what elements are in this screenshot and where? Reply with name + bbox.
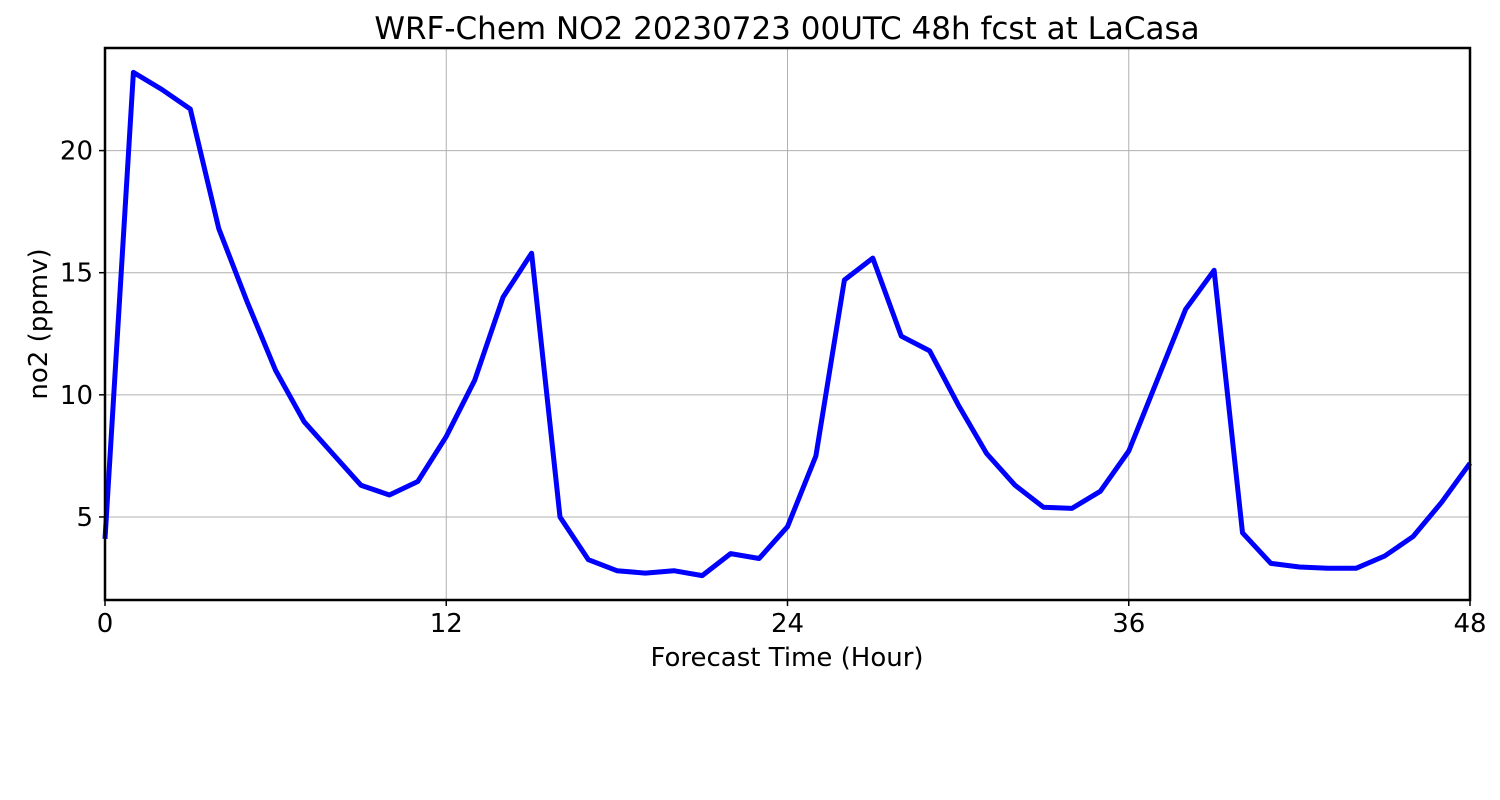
x-tick-label: 0: [97, 609, 114, 639]
x-tick-label: 48: [1453, 609, 1486, 639]
y-tick-label: 10: [60, 381, 93, 411]
x-tick-label: 12: [430, 609, 463, 639]
no2-series-line: [102, 69, 1473, 579]
x-tick: 48: [1453, 600, 1487, 639]
chart-title: WRF-Chem NO2 20230723 00UTC 48h fcst at …: [374, 11, 1199, 47]
x-axis-ticks: 0 12 24 36 48: [97, 600, 1487, 639]
y-axis-ticks: 5 10 15 20: [60, 137, 105, 533]
y-tick-label: 20: [60, 137, 93, 167]
y-tick: 15: [60, 259, 105, 289]
y-tick: 5: [76, 503, 105, 533]
y-tick-label: 15: [60, 259, 93, 289]
y-tick-label: 5: [76, 503, 93, 533]
x-tick: 0: [97, 600, 114, 639]
x-tick-label: 24: [771, 609, 804, 639]
x-axis-label: Forecast Time (Hour): [650, 643, 923, 673]
x-tick: 12: [430, 600, 463, 639]
y-tick: 20: [60, 137, 105, 167]
x-tick: 24: [771, 600, 804, 639]
grid-lines: [104, 48, 1471, 600]
x-tick: 36: [1112, 600, 1145, 639]
x-tick-label: 36: [1112, 609, 1145, 639]
y-axis-label: no2 (ppmv): [24, 248, 54, 399]
y-tick: 10: [60, 381, 105, 411]
series-layer: [102, 69, 1473, 579]
